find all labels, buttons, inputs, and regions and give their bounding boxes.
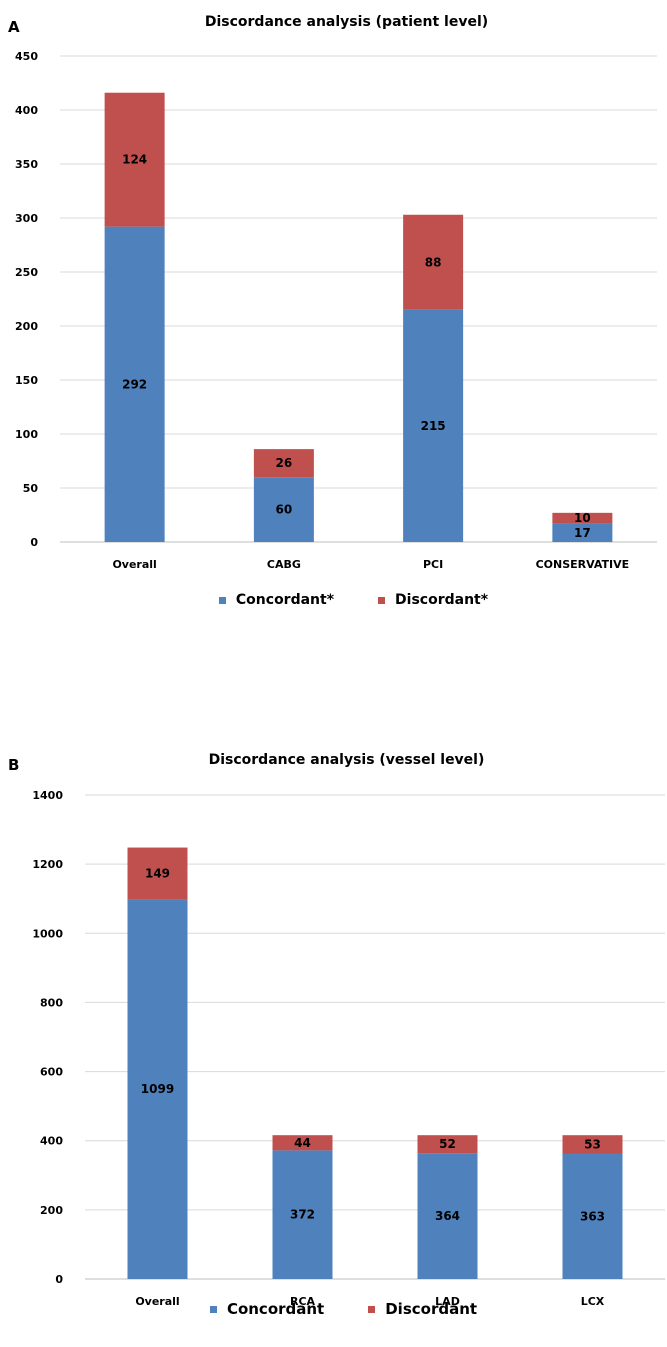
legend-label: Discordant xyxy=(385,1300,478,1318)
legend-item-concordant: Concordant* xyxy=(218,592,335,608)
bar-segment-discordant xyxy=(417,1135,478,1154)
x-tick-label: PCI xyxy=(423,558,443,571)
bar-segment-discordant xyxy=(403,214,464,310)
legend-swatch-concordant xyxy=(218,596,226,604)
bar-segment-concordant xyxy=(127,899,188,1279)
bar-segment-discordant xyxy=(104,92,165,227)
data-label: 53 xyxy=(584,1137,601,1151)
bar-segment-discordant xyxy=(253,449,314,478)
legend-swatch-discordant xyxy=(378,596,386,604)
x-tick-label: CONSERVATIVE xyxy=(536,558,630,571)
legend-item-concordant: Concordant xyxy=(209,1300,325,1318)
y-tick-label: 450 xyxy=(15,50,38,63)
y-tick-label: 50 xyxy=(23,482,39,495)
x-tick-label: RCA xyxy=(290,1295,316,1308)
data-label: 149 xyxy=(145,866,170,880)
chart-panel-a: A Discordance analysis (patient level) 0… xyxy=(0,0,667,640)
data-label: 88 xyxy=(425,255,442,269)
bar-segment-discordant xyxy=(552,512,613,524)
y-tick-label: 600 xyxy=(40,1066,63,1079)
bar-segment-concordant xyxy=(272,1150,333,1279)
legend-swatch-discordant xyxy=(368,1305,376,1313)
y-tick-label: 1400 xyxy=(32,789,63,802)
x-tick-label: Overall xyxy=(112,558,156,571)
y-tick-label: 0 xyxy=(55,1273,63,1286)
y-tick-label: 200 xyxy=(15,320,38,333)
data-label: 363 xyxy=(580,1209,605,1223)
x-tick-label: CABG xyxy=(267,558,301,571)
y-tick-label: 0 xyxy=(30,536,38,549)
bar-segment-concordant xyxy=(253,477,314,542)
bar-segment-concordant xyxy=(552,523,613,542)
x-tick-label: Overall xyxy=(135,1295,179,1308)
y-tick-label: 400 xyxy=(15,104,38,117)
y-tick-label: 1200 xyxy=(32,858,63,871)
data-label: 26 xyxy=(276,456,293,470)
y-tick-label: 100 xyxy=(15,428,38,441)
legend-label: Concordant* xyxy=(235,592,335,608)
data-label: 292 xyxy=(122,377,147,391)
legend-item-discordant: Discordant* xyxy=(378,592,488,608)
panel-label: B xyxy=(8,756,20,774)
data-label: 44 xyxy=(294,1136,311,1150)
legend: Concordant Discordant xyxy=(20,1300,667,1318)
chart-title: Discordance analysis (patient level) xyxy=(204,14,489,30)
x-tick-label: LAD xyxy=(435,1295,460,1308)
y-tick-label: 150 xyxy=(15,374,38,387)
y-tick-label: 800 xyxy=(40,996,63,1009)
data-label: 372 xyxy=(290,1208,315,1222)
y-tick-label: 200 xyxy=(40,1204,63,1217)
data-label: 1099 xyxy=(141,1082,174,1096)
legend: Concordant* Discordant* xyxy=(40,592,667,608)
bar-segment-discordant xyxy=(272,1135,333,1151)
bar-segment-discordant xyxy=(127,847,188,900)
bar-segment-discordant xyxy=(562,1135,623,1154)
y-tick-label: 350 xyxy=(15,158,38,171)
y-tick-label: 400 xyxy=(40,1135,63,1148)
data-label: 52 xyxy=(439,1137,456,1151)
bar-segment-concordant xyxy=(403,309,464,542)
y-tick-label: 250 xyxy=(15,266,38,279)
data-label: 215 xyxy=(421,419,446,433)
data-label: 10 xyxy=(574,511,591,525)
x-tick-label: LCX xyxy=(581,1295,605,1308)
panel-label: A xyxy=(8,18,20,36)
data-label: 60 xyxy=(276,503,293,517)
bar-segment-concordant xyxy=(562,1153,623,1279)
bar-chart: 0 200 400 600 800 1000 1200 1400 1099 149 Overall 3… xyxy=(32,789,665,1308)
chart-title: Discordance analysis (vessel level) xyxy=(208,752,485,768)
data-label: 364 xyxy=(435,1209,460,1223)
y-tick-label: 1000 xyxy=(32,927,63,940)
bar-chart: 0 50 100 150 200 250 300 350 400 450 292 124 Overall… xyxy=(15,50,657,571)
legend-label: Concordant xyxy=(226,1300,325,1318)
legend-swatch-concordant xyxy=(209,1305,217,1313)
legend-label: Discordant* xyxy=(395,592,489,608)
bar-segment-concordant xyxy=(104,226,165,542)
y-tick-label: 300 xyxy=(15,212,38,225)
bar-segment-concordant xyxy=(417,1153,478,1279)
data-label: 124 xyxy=(122,153,147,167)
legend-item-discordant: Discordant xyxy=(368,1300,477,1318)
chart-panel-b: B Discordance analysis (vessel level) 0 2… xyxy=(0,740,667,1347)
data-label: 17 xyxy=(574,526,591,540)
